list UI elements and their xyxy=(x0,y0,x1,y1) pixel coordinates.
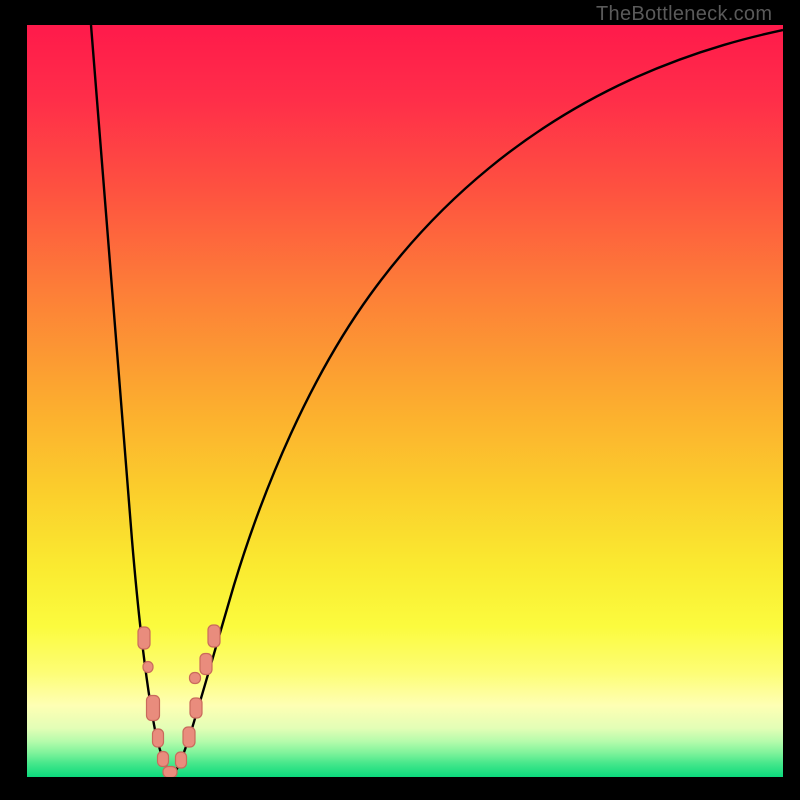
plot-area xyxy=(27,25,783,777)
gradient-background xyxy=(27,25,783,777)
watermark-text: TheBottleneck.com xyxy=(596,3,772,26)
